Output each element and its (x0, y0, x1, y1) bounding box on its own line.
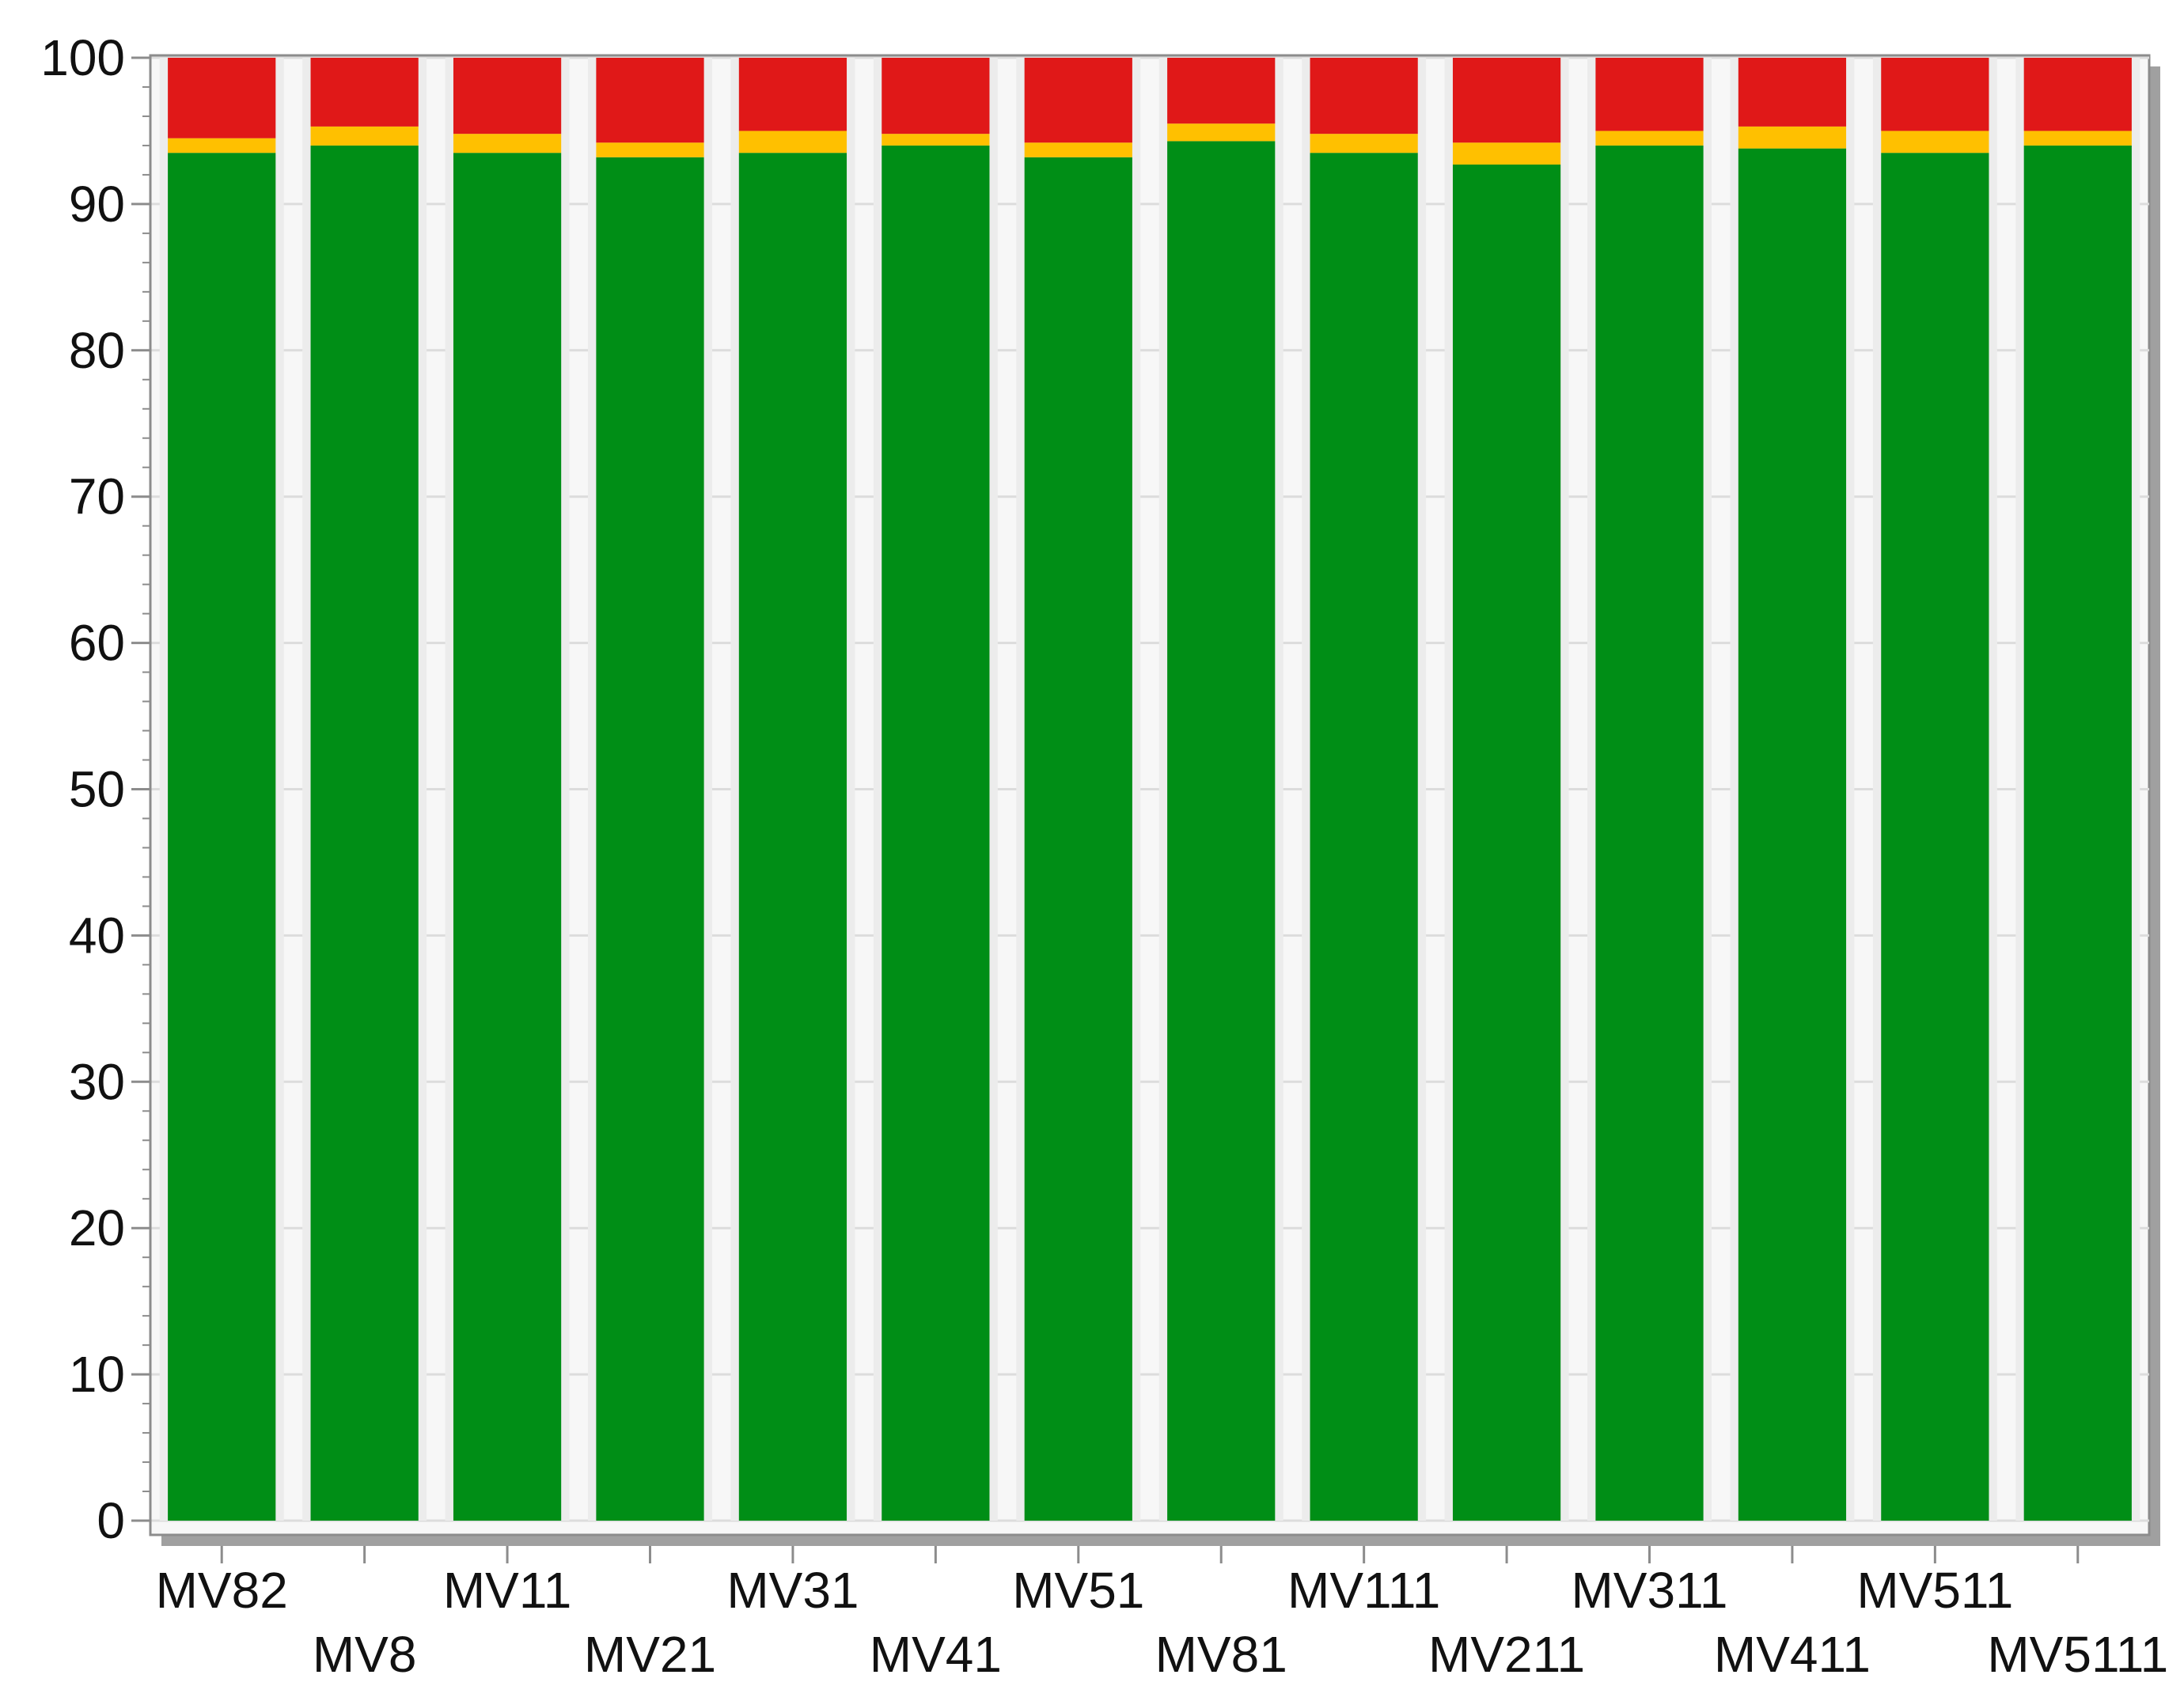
bar-segment (1881, 153, 1989, 1521)
x-tick-label: MV5111 (1987, 1626, 2168, 1683)
bar-segment (1310, 153, 1418, 1521)
bar-segment (596, 142, 704, 157)
bar-segment (1881, 131, 1989, 153)
bar-segment (738, 153, 847, 1521)
bar-segment (168, 58, 276, 138)
bar-segment (596, 157, 704, 1521)
x-tick-label: MV11 (443, 1562, 571, 1619)
x-tick-label: MV311 (1571, 1562, 1727, 1619)
bar-segment (1452, 164, 1561, 1521)
bar-segment (1738, 58, 1847, 127)
y-tick-label: 40 (69, 907, 125, 964)
bar-segment (453, 58, 562, 135)
bar-segment (1024, 157, 1132, 1521)
y-tick-label: 0 (97, 1492, 125, 1549)
bar-segment (1738, 148, 1847, 1521)
bar-segment (1167, 58, 1276, 124)
bar-segment (1595, 131, 1704, 146)
bar-segment (453, 134, 562, 153)
y-tick-label: 10 (69, 1346, 125, 1403)
bar-segment (1452, 142, 1561, 165)
x-tick-label: MV82 (156, 1562, 288, 1619)
bar-segment (453, 153, 562, 1521)
bar-segment (738, 131, 847, 153)
x-tick-label: MV21 (584, 1626, 716, 1683)
bar-segment (2023, 58, 2132, 131)
bar-segment (1167, 141, 1276, 1521)
y-tick-label: 20 (69, 1199, 125, 1256)
x-tick-label: MV411 (1714, 1626, 1871, 1683)
bar-segment (1167, 123, 1276, 142)
bar-segment (1881, 58, 1989, 131)
bar-segment (168, 138, 276, 153)
bar-segment (2023, 145, 2132, 1521)
x-tick-label: MV211 (1428, 1626, 1585, 1683)
x-tick-label: MV8 (313, 1626, 417, 1683)
bar-segment (738, 58, 847, 131)
bar-segment (310, 58, 419, 127)
y-tick-label: 100 (40, 29, 125, 86)
bar-segment (1738, 126, 1847, 149)
x-tick-label: MV511 (1856, 1562, 2013, 1619)
bar-segment (1024, 58, 1132, 143)
bar-segment (168, 153, 276, 1521)
bar-segment (1452, 58, 1561, 143)
bar-segment (1310, 134, 1418, 153)
bar-segment (882, 58, 990, 135)
y-tick-label: 70 (69, 468, 125, 525)
x-tick-label: MV51 (1012, 1562, 1144, 1619)
bar-segment (1310, 58, 1418, 135)
y-tick-label: 30 (69, 1053, 125, 1110)
bar-segment (882, 145, 990, 1521)
bar-segment (1024, 142, 1132, 157)
y-tick-label: 80 (69, 322, 125, 379)
bars (159, 58, 2140, 1521)
y-axis: 0 10 20 30 40 50 60 70 80 90 100 (40, 29, 152, 1549)
bar-segment (596, 58, 704, 143)
x-tick-label: MV41 (870, 1626, 1002, 1683)
bar-segment (310, 126, 419, 146)
y-tick-label: 60 (69, 615, 125, 672)
bar-segment (1595, 58, 1704, 131)
x-tick-label: MV31 (726, 1562, 859, 1619)
bar-segment (1595, 145, 1704, 1521)
x-tick-label: MV81 (1155, 1626, 1287, 1683)
x-tick-label: MV111 (1287, 1562, 1440, 1619)
y-tick-label: 90 (69, 176, 125, 233)
bar-segment (310, 145, 419, 1521)
y-tick-label: 50 (69, 761, 125, 818)
bar-segment (882, 134, 990, 146)
bar-segment (2023, 131, 2132, 146)
